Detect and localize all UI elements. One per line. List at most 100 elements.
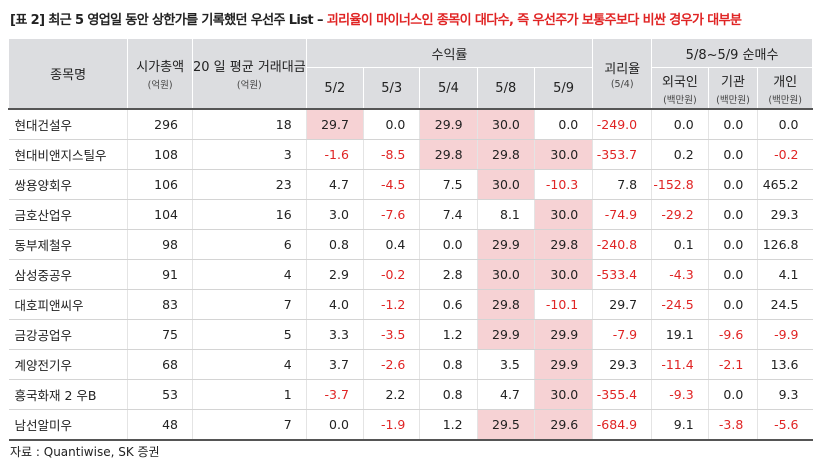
- header-netbuy: 5/8~5/9 순매수: [651, 38, 813, 68]
- cell-mktcap: 98: [127, 229, 193, 260]
- cell-gap: -353.7: [592, 139, 652, 170]
- cell-foreign: -24.5: [651, 289, 709, 320]
- cell-mktcap: 68: [127, 349, 193, 380]
- cell-return: -1.9: [362, 409, 420, 441]
- cell-return: 30.0: [476, 108, 535, 140]
- cell-mktcap: 104: [127, 199, 193, 230]
- cell-return: -3.7: [305, 379, 364, 410]
- cell-avgvol: 5: [192, 319, 307, 350]
- cell-return: 7.5: [419, 169, 478, 200]
- cell-gap: -240.8: [592, 229, 652, 260]
- cell-return: -10.3: [533, 169, 593, 200]
- cell-avgvol: 23: [192, 169, 307, 200]
- cell-return: 1.2: [419, 319, 478, 350]
- cell-inst: 0.0: [707, 139, 758, 170]
- cell-return: 29.8: [419, 139, 478, 170]
- cell-indiv: 4.1: [757, 259, 813, 290]
- cell-stock-name: 삼성중공우: [8, 259, 128, 290]
- cell-inst: 0.0: [707, 289, 758, 320]
- cell-return: 29.9: [533, 319, 593, 350]
- cell-return: -10.1: [533, 289, 593, 320]
- cell-mktcap: 75: [127, 319, 193, 350]
- cell-indiv: 13.6: [757, 349, 813, 380]
- cell-return: 4.7: [476, 379, 535, 410]
- cell-gap: -533.4: [592, 259, 652, 290]
- cell-foreign: 9.1: [651, 409, 709, 441]
- table-title: [표 2] 최근 5 영업일 동안 상한가를 기록했던 우선주 List – 괴…: [10, 9, 810, 31]
- cell-return: 2.8: [419, 259, 478, 290]
- cell-mktcap: 83: [127, 289, 193, 320]
- cell-avgvol: 16: [192, 199, 307, 230]
- cell-return: 0.8: [419, 349, 478, 380]
- cell-foreign: 19.1: [651, 319, 709, 350]
- cell-return: 0.0: [305, 409, 364, 441]
- cell-return: -8.5: [362, 139, 420, 170]
- table-row: 금호산업우 104 16 3.0 -7.6 7.4 8.1 30.0 -74.9 -29.2 0.0…: [8, 199, 813, 230]
- cell-return: 29.9: [533, 349, 593, 380]
- table-row: 현대비앤지스틸우 108 3 -1.6 -8.5 29.8 29.8 30.0 -353.7 0.…: [8, 139, 813, 170]
- cell-avgvol: 3: [192, 139, 307, 170]
- cell-foreign: -11.4: [651, 349, 709, 380]
- cell-foreign: -29.2: [651, 199, 709, 230]
- cell-inst: 0.0: [707, 229, 758, 260]
- cell-gap: -7.9: [592, 319, 652, 350]
- cell-mktcap: 108: [127, 139, 193, 170]
- cell-foreign: 0.1: [651, 229, 709, 260]
- cell-inst: -2.1: [707, 349, 758, 380]
- cell-gap: 29.3: [592, 349, 652, 380]
- cell-gap: -74.9: [592, 199, 652, 230]
- cell-return: 3.0: [305, 199, 364, 230]
- cell-return: 29.9: [476, 319, 535, 350]
- cell-avgvol: 4: [192, 349, 307, 380]
- header-foreign: 외국인 (백만원): [651, 67, 709, 110]
- header-indiv: 개인 (백만원): [757, 67, 813, 110]
- cell-foreign: 0.2: [651, 139, 709, 170]
- cell-return: 4.0: [305, 289, 364, 320]
- cell-return: -2.6: [362, 349, 420, 380]
- cell-return: -0.2: [362, 259, 420, 290]
- cell-foreign: -4.3: [651, 259, 709, 290]
- cell-indiv: 465.2: [757, 169, 813, 200]
- cell-return: -4.5: [362, 169, 420, 200]
- cell-inst: -9.6: [707, 319, 758, 350]
- cell-indiv: 29.3: [757, 199, 813, 230]
- cell-return: 29.9: [419, 108, 478, 140]
- cell-avgvol: 7: [192, 409, 307, 441]
- header-date: 5/8: [476, 67, 535, 110]
- cell-indiv: 0.0: [757, 108, 813, 140]
- cell-mktcap: 106: [127, 169, 193, 200]
- header-gap: 괴리율 (5/4): [592, 38, 653, 110]
- cell-foreign: 0.0: [651, 108, 709, 140]
- cell-return: 0.0: [419, 229, 478, 260]
- cell-return: -1.2: [362, 289, 420, 320]
- cell-return: 8.1: [476, 199, 535, 230]
- table-row: 흥국화재 2 우B 53 1 -3.7 2.2 0.8 4.7 30.0 -355.4 -9.3 0…: [8, 379, 813, 410]
- cell-indiv: -0.2: [757, 139, 813, 170]
- cell-return: 30.0: [533, 379, 593, 410]
- cell-gap: 7.8: [592, 169, 652, 200]
- cell-return: -1.6: [305, 139, 364, 170]
- cell-return: 3.5: [476, 349, 535, 380]
- cell-gap: -249.0: [592, 108, 652, 140]
- header-date: 5/2: [305, 67, 364, 110]
- cell-inst: 0.0: [707, 169, 758, 200]
- cell-avgvol: 4: [192, 259, 307, 290]
- cell-inst: 0.0: [707, 379, 758, 410]
- cell-return: 0.6: [419, 289, 478, 320]
- cell-return: 30.0: [533, 259, 593, 290]
- cell-mktcap: 296: [127, 108, 193, 140]
- table-row: 현대건설우 296 18 29.7 0.0 29.9 30.0 0.0 -249.0 0.0 0.0…: [8, 108, 813, 140]
- cell-return: 0.8: [419, 379, 478, 410]
- table-row: 대호피앤씨우 83 7 4.0 -1.2 0.6 29.8 -10.1 29.7 -24.5 0.0…: [8, 289, 813, 320]
- header-returns: 수익률: [305, 38, 594, 68]
- cell-return: 3.7: [305, 349, 364, 380]
- cell-stock-name: 쌍용양회우: [8, 169, 128, 200]
- cell-return: 29.6: [533, 409, 593, 441]
- cell-avgvol: 18: [192, 108, 307, 140]
- header-name: 종목명: [7, 38, 129, 110]
- cell-return: 0.0: [362, 108, 420, 140]
- source-note: 자료 : Quantiwise, SK 증권: [10, 445, 160, 459]
- cell-mktcap: 91: [127, 259, 193, 290]
- cell-avgvol: 7: [192, 289, 307, 320]
- cell-stock-name: 동부제철우: [8, 229, 128, 260]
